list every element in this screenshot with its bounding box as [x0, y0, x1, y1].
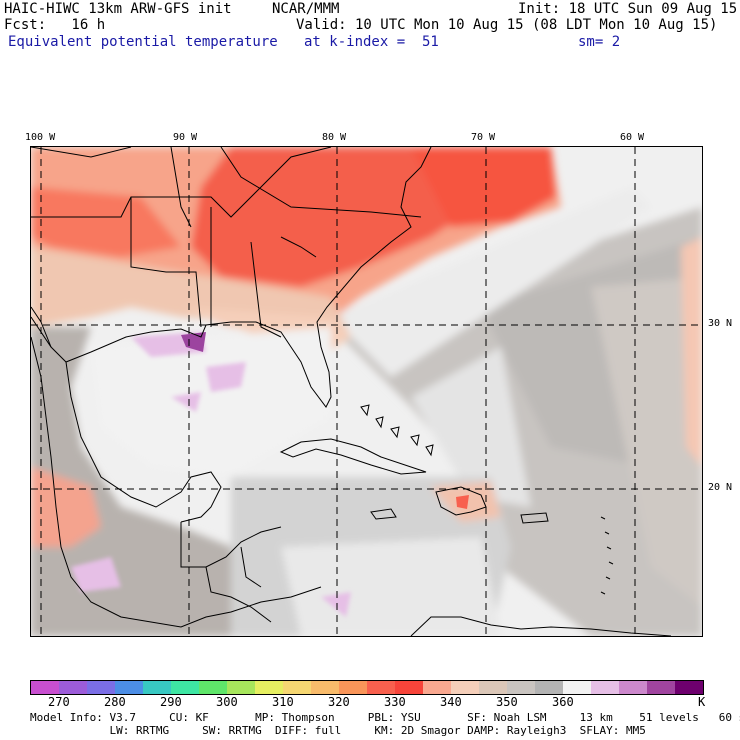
map-canvas — [31, 147, 702, 636]
org-label: NCAR/MMM — [272, 1, 340, 17]
state-border — [31, 147, 332, 218]
mexico-field — [31, 327, 251, 636]
west-warm — [31, 187, 181, 257]
state-border — [220, 147, 422, 218]
colorbar-swatch — [647, 681, 675, 694]
east-field — [591, 277, 702, 607]
colorbar-swatch — [311, 681, 339, 694]
central-america — [180, 522, 282, 568]
cuba-outline — [279, 438, 427, 475]
colorbar-swatch — [619, 681, 647, 694]
colorbar-label: 320 — [328, 695, 350, 709]
colorbar-label: 340 — [440, 695, 462, 709]
colorbar-label: 300 — [216, 695, 238, 709]
field-name: Equivalent potential temperature — [8, 34, 278, 50]
graticule — [31, 147, 702, 636]
gulf-field — [91, 327, 331, 477]
central-america — [205, 566, 272, 623]
colorbar-swatch — [143, 681, 171, 694]
lat-label-30n: 30 N — [708, 318, 733, 329]
colorbar-swatch — [171, 681, 199, 694]
colorbar-swatch — [675, 681, 703, 694]
smoothing-label: sm= 2 — [578, 34, 621, 50]
colorbar-swatch — [59, 681, 87, 694]
pacific-coast — [31, 336, 322, 628]
puerto-rico-outline — [520, 512, 549, 524]
south-america-coast — [410, 616, 672, 636]
colorbar-swatch — [227, 681, 255, 694]
colorbar-label: 290 — [160, 695, 182, 709]
model-info-line2: LW: RRTMG SW: RRTMG DIFF: full KM: 2D Sm… — [30, 724, 646, 737]
us-coastline — [31, 147, 432, 408]
lavender-patch — [71, 557, 121, 592]
colorbar-swatch — [479, 681, 507, 694]
model-info-line1: Model Info: V3.7 CU: KF MP: Thompson PBL… — [30, 711, 740, 724]
colorbar-swatch — [535, 681, 563, 694]
colorbar-label: 280 — [104, 695, 126, 709]
state-border — [280, 236, 317, 258]
lon-label-70w: 70 W — [471, 132, 496, 143]
colorbar-swatch — [283, 681, 311, 694]
colorbar-swatch — [507, 681, 535, 694]
model-title: HAIC-HIWC 13km ARW-GFS init — [4, 1, 232, 17]
lat-label-20n: 20 N — [708, 482, 733, 493]
white-swath-2 — [411, 347, 531, 507]
colorbar-label: K — [698, 695, 706, 709]
state-border — [130, 197, 202, 328]
colorbar-swatch — [395, 681, 423, 694]
forecast-hour: Fcst: 16 h — [4, 17, 106, 33]
lavender-patch — [206, 362, 246, 392]
jamaica-outline — [370, 508, 397, 520]
colorbar-swatch — [199, 681, 227, 694]
hispaniola-hot — [456, 495, 469, 509]
colorbar-swatch — [87, 681, 115, 694]
state-border — [170, 147, 192, 228]
colorbar-label: 270 — [48, 695, 70, 709]
mexico-coastline — [65, 361, 222, 523]
bahamas-outline — [360, 404, 434, 457]
central-america — [240, 546, 262, 588]
mexico-warm — [31, 467, 101, 547]
lavender-patch — [321, 592, 351, 617]
state-border — [250, 241, 282, 338]
lavender-patch — [171, 392, 201, 412]
colorbar-swatch — [423, 681, 451, 694]
level-label: at k-index = 51 — [304, 34, 439, 50]
colorbar-swatch — [591, 681, 619, 694]
lon-label-90w: 90 W — [173, 132, 198, 143]
white-swath — [331, 187, 651, 377]
lon-label-60w: 60 W — [620, 132, 645, 143]
colorbar-label: 330 — [384, 695, 406, 709]
colorbar-label: 360 — [552, 695, 574, 709]
colorbar-label: 350 — [496, 695, 518, 709]
hot-offshore — [411, 147, 556, 227]
init-time: Init: 18 UTC Sun 09 Aug 15 — [518, 1, 738, 17]
colorbar-swatch — [31, 681, 59, 694]
state-border — [31, 147, 132, 158]
colorbar-swatch — [339, 681, 367, 694]
caribbean-light — [281, 537, 501, 636]
colorbar-swatch — [115, 681, 143, 694]
colorbar — [30, 680, 704, 695]
colorbar-swatch — [367, 681, 395, 694]
coastlines — [31, 147, 672, 636]
colorbar-swatch — [255, 681, 283, 694]
hispaniola-outline — [435, 486, 487, 516]
valid-time: Valid: 10 UTC Mon 10 Aug 15 (08 LDT Mon … — [296, 17, 718, 33]
east-edge-warm — [681, 237, 702, 467]
colorbar-label: 310 — [272, 695, 294, 709]
lesser-antilles — [600, 516, 614, 595]
lon-label-80w: 80 W — [322, 132, 347, 143]
theta-e-map — [30, 146, 703, 637]
lon-label-100w: 100 W — [25, 132, 56, 143]
colorbar-swatch — [451, 681, 479, 694]
colorbar-swatch — [563, 681, 591, 694]
